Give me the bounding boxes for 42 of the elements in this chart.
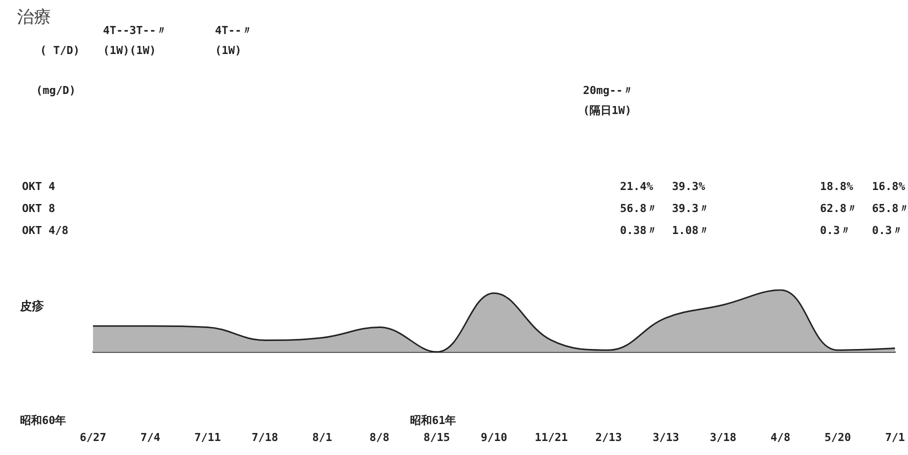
x-tick-label: 6/27 bbox=[80, 431, 106, 444]
text: 0.3〃 bbox=[820, 224, 851, 237]
x-tick-label: 7/11 bbox=[194, 431, 222, 444]
text: (1W) bbox=[214, 44, 242, 57]
text: 昭和60年 bbox=[20, 414, 66, 427]
x-tick-label: 7/4 bbox=[140, 431, 161, 444]
text: 62.8〃 bbox=[820, 202, 858, 215]
text: 56.8〃 bbox=[620, 202, 658, 215]
x-tick-label: 2/13 bbox=[595, 431, 622, 444]
text: 昭和61年 bbox=[410, 414, 456, 427]
text: 0.38〃 bbox=[620, 224, 658, 237]
text: (隔日1W) bbox=[582, 104, 632, 117]
x-tick-label: 4/8 bbox=[770, 431, 790, 444]
x-tick-label: 5/20 bbox=[824, 431, 851, 444]
text: (mg/D) bbox=[36, 84, 76, 97]
x-tick-label: 8/8 bbox=[369, 431, 390, 444]
x-tick-label: 8/1 bbox=[312, 431, 332, 444]
text: OKT 8 bbox=[22, 202, 56, 215]
x-tick-label: 3/13 bbox=[652, 431, 680, 444]
text: 4T--3T--〃 bbox=[103, 24, 167, 37]
text: 39.3〃 bbox=[672, 202, 710, 215]
text: 1.08〃 bbox=[672, 224, 710, 237]
text: 21.4% bbox=[620, 180, 654, 193]
text: 20mg--〃 bbox=[582, 84, 634, 97]
text: 16.8% bbox=[872, 180, 906, 193]
y-axis-title: 皮疹 bbox=[19, 299, 45, 313]
text: 18.8% bbox=[820, 180, 854, 193]
x-tick-label: 9/10 bbox=[480, 431, 508, 444]
text: ( T/D) bbox=[40, 44, 80, 57]
x-tick-label: 11/21 bbox=[534, 431, 568, 444]
text: OKT 4/8 bbox=[22, 224, 68, 237]
x-tick-label: 3/18 bbox=[710, 431, 736, 444]
text: 65.8〃 bbox=[872, 202, 908, 215]
text: 4T--〃 bbox=[214, 24, 252, 37]
text: 39.3% bbox=[672, 180, 706, 193]
x-tick-label: 7/1 bbox=[885, 431, 906, 444]
chart-title: 治療 bbox=[17, 8, 51, 28]
text: (1W)(1W) bbox=[103, 44, 156, 57]
text: 0.3〃 bbox=[872, 224, 903, 237]
text: OKT 4 bbox=[22, 180, 56, 193]
x-tick-label: 7/18 bbox=[252, 431, 278, 444]
x-tick-label: 8/15 bbox=[423, 431, 450, 444]
